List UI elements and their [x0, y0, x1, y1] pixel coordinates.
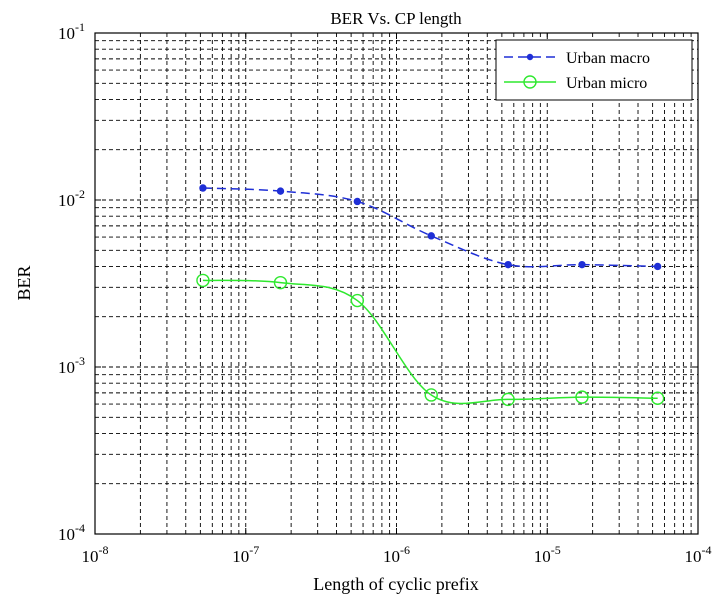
- data-point-urban-macro: [427, 232, 435, 240]
- x-axis-label: Length of cyclic prefix: [313, 574, 478, 594]
- legend-label-urban-macro: Urban macro: [566, 50, 650, 67]
- data-point-urban-macro: [353, 197, 362, 206]
- data-point-urban-macro: [578, 260, 586, 269]
- data-point-urban-micro: [501, 392, 515, 407]
- x-tick-label: 10-7: [232, 543, 259, 566]
- series-line-urban-micro: [202, 279, 658, 405]
- data-point-urban-macro: [276, 187, 285, 195]
- x-tick-label: 10-6: [383, 543, 410, 566]
- data-point-urban-micro: [424, 388, 438, 402]
- y-tick-label: 10-4: [58, 521, 85, 544]
- y-tick-label: 10-3: [58, 354, 85, 377]
- y-axis-label: BER: [14, 265, 34, 300]
- grid-lines: [95, 33, 698, 534]
- data-point-urban-macro: [504, 260, 512, 269]
- chart-title: BER Vs. CP length: [330, 9, 462, 28]
- x-tick-label: 10-4: [685, 543, 712, 566]
- data-point-urban-micro: [350, 293, 365, 308]
- y-tick-label: 10-2: [58, 187, 85, 210]
- legend-box: [495, 39, 693, 101]
- data-point-urban-micro: [575, 390, 589, 404]
- data-point-urban-micro: [650, 391, 665, 405]
- legend-label-urban-micro: Urban micro: [566, 75, 647, 92]
- axis-ticks: 10-8 10-7 10-6 10-5 10-4 10-4 10-3 10-2 10-1: [58, 20, 712, 566]
- series-layer: [196, 184, 665, 407]
- data-point-urban-macro: [653, 262, 662, 271]
- data-point-urban-macro: [199, 184, 207, 192]
- data-point-urban-micro: [196, 273, 210, 288]
- legend-marker-urban-macro: [526, 53, 534, 61]
- x-tick-label: 10-5: [534, 543, 561, 566]
- x-tick-label: 10-8: [82, 543, 109, 566]
- legend: Urban macro Urban micro: [495, 39, 693, 101]
- legend-marker-urban-micro: [523, 75, 537, 89]
- data-point-urban-micro: [273, 275, 288, 290]
- y-tick-label: 10-1: [58, 20, 85, 43]
